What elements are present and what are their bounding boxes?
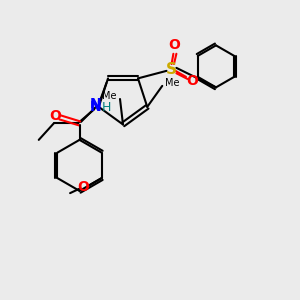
Text: N: N	[90, 100, 102, 114]
Text: H: H	[102, 101, 111, 114]
Text: N: N	[90, 97, 102, 111]
Text: O: O	[186, 74, 198, 88]
Text: Me: Me	[165, 78, 180, 88]
Text: S: S	[166, 62, 176, 77]
Text: O: O	[78, 180, 89, 194]
Text: O: O	[168, 38, 180, 52]
Text: Me: Me	[103, 91, 117, 101]
Text: O: O	[50, 109, 61, 123]
